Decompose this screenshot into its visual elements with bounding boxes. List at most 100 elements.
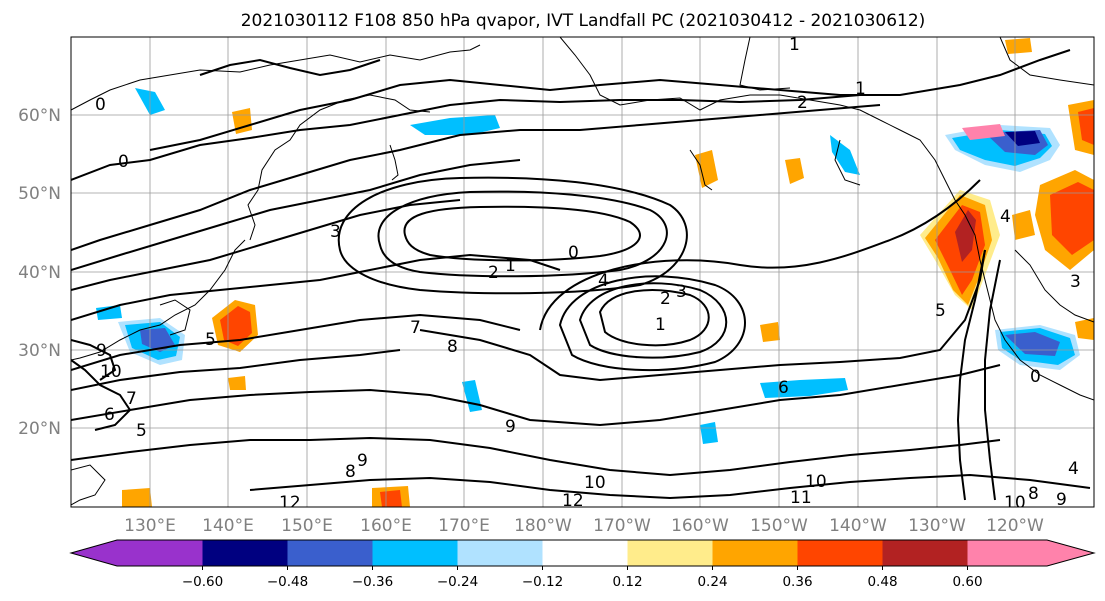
- negative-anomaly-patch: [96, 305, 122, 320]
- contour-label: 4: [598, 271, 609, 291]
- contour-label: 4: [1000, 207, 1011, 227]
- contour-label: 8: [447, 337, 458, 357]
- positive-anomaly-patch: [785, 158, 804, 184]
- contour-label: 7: [410, 318, 421, 338]
- lat-label: 60°N: [18, 106, 61, 126]
- contour-label: 2: [488, 263, 499, 283]
- contour-lines: [71, 49, 1091, 501]
- contour-label: 10: [584, 473, 606, 493]
- colorbar-outline: [69, 539, 1096, 567]
- positive-anomaly-patch: [122, 488, 152, 507]
- figure-title: 2021030112 F108 850 hPa qvapor, IVT Land…: [241, 11, 926, 31]
- contour-label: 5: [136, 421, 147, 441]
- lon-label: 160°E: [360, 516, 412, 536]
- colorbar-tick-label: 0.48: [867, 574, 897, 590]
- positive-anomaly-patch: [1075, 318, 1094, 340]
- contour-label: 2: [797, 93, 808, 113]
- contour-label: 3: [676, 282, 687, 302]
- positive-anomaly-patch: [1012, 210, 1035, 240]
- lon-label: 130°E: [124, 516, 176, 536]
- colorbar-tick-label: 0.36: [782, 574, 812, 590]
- negative-anomaly-patch: [140, 328, 175, 352]
- colorbar-tick-label: −0.36: [352, 574, 393, 590]
- lon-label: 160°W: [671, 516, 729, 536]
- colorbar-segment: [372, 540, 458, 566]
- colorbar-tick-label: 0.12: [612, 574, 642, 590]
- negative-anomaly-patch: [830, 135, 860, 175]
- contour-label: 1: [505, 256, 516, 276]
- lat-label: 20°N: [18, 419, 61, 439]
- lon-label: 170°E: [438, 516, 490, 536]
- contour-label: 1: [789, 35, 800, 55]
- positive-anomaly-patch: [1050, 182, 1094, 255]
- colorbar-segment: [117, 540, 203, 566]
- negative-anomaly-patch: [700, 422, 718, 444]
- contour-label: 0: [95, 95, 106, 115]
- longitude-labels: 130°E 140°E 150°E 160°E 170°E 180°W 170°…: [124, 516, 1044, 536]
- contour-label: 5: [935, 301, 946, 321]
- positive-anomaly-patch: [760, 322, 780, 342]
- colorbar-segment: [712, 540, 798, 566]
- negative-anomaly-patch: [1005, 131, 1040, 146]
- colorbar-tick-label: −0.48: [267, 574, 308, 590]
- colorbar-segment: [71, 540, 117, 566]
- negative-anomaly-patch: [962, 124, 1005, 140]
- map-frame: [70, 36, 1095, 508]
- contour-label: 6: [104, 405, 115, 425]
- positive-anomaly-patch: [380, 490, 402, 507]
- lat-label: 30°N: [18, 341, 61, 361]
- positive-anomaly-patch: [955, 210, 976, 262]
- positive-anomaly-patch: [232, 108, 252, 134]
- contour-label: 8: [1028, 484, 1039, 504]
- colorbar: −0.60 −0.48 −0.36 −0.24 −0.12 0.12 0.24 …: [69, 539, 1096, 590]
- contour-label: 0: [118, 152, 129, 172]
- lat-label: 50°N: [18, 184, 61, 204]
- latitude-labels: 60°N 50°N 40°N 30°N 20°N: [18, 106, 61, 439]
- contour-label: 10: [100, 362, 122, 382]
- contour-labels: 1 2 1 0 0 3 0 2 1 4 2 3 1 7 8 9 9 10 7 6: [95, 35, 1081, 510]
- colorbar-tick-label: −0.24: [437, 574, 478, 590]
- negative-anomaly-patch: [760, 378, 848, 398]
- contour-label: 9: [505, 417, 516, 437]
- colorbar-tick-label: 0.24: [697, 574, 727, 590]
- contour-label: 4: [1068, 459, 1079, 479]
- contour-label: 8: [345, 462, 356, 482]
- lon-label: 150°W: [750, 516, 808, 536]
- contour-label: 1: [655, 315, 666, 335]
- colorbar-segment: [457, 540, 543, 566]
- contour-label: 6: [778, 378, 789, 398]
- contour-label: 7: [126, 389, 137, 409]
- colorbar-segment: [287, 540, 373, 566]
- colorbar-segment: [882, 540, 968, 566]
- contour-label: 0: [568, 243, 579, 263]
- lon-label: 170°W: [593, 516, 651, 536]
- colorbar-segment: [202, 540, 288, 566]
- lat-label: 40°N: [18, 263, 61, 283]
- colorbar-segment: [797, 540, 883, 566]
- shading-layer: [96, 38, 1094, 507]
- contour-label: 3: [330, 222, 341, 242]
- contour-label: 2: [660, 289, 671, 309]
- lon-label: 150°E: [281, 516, 333, 536]
- negative-anomaly-patch: [410, 115, 500, 135]
- lon-label: 140°W: [829, 516, 887, 536]
- positive-anomaly-patch: [695, 150, 718, 188]
- contour-label: 9: [1056, 490, 1067, 510]
- contour-label: 3: [1070, 272, 1081, 292]
- contour-label: 5: [205, 330, 216, 350]
- contour-label: 11: [790, 488, 812, 508]
- contour-label: 0: [1030, 367, 1041, 387]
- contour-label: 9: [96, 341, 107, 361]
- colorbar-tick-label: 0.60: [952, 574, 982, 590]
- positive-anomaly-patch: [1078, 108, 1094, 145]
- lon-label: 130°W: [908, 516, 966, 536]
- colorbar-segment: [967, 540, 1048, 566]
- map-panel: 1 2 1 0 0 3 0 2 1 4 2 3 1 7 8 9 9 10 7 6: [70, 35, 1095, 510]
- contour-label: 1: [855, 79, 866, 99]
- colorbar-segment: [627, 540, 713, 566]
- positive-anomaly-patch: [1005, 38, 1032, 54]
- colorbar-ticks: [202, 566, 968, 570]
- lon-label: 120°W: [986, 516, 1044, 536]
- colorbar-tick-label: −0.60: [182, 574, 223, 590]
